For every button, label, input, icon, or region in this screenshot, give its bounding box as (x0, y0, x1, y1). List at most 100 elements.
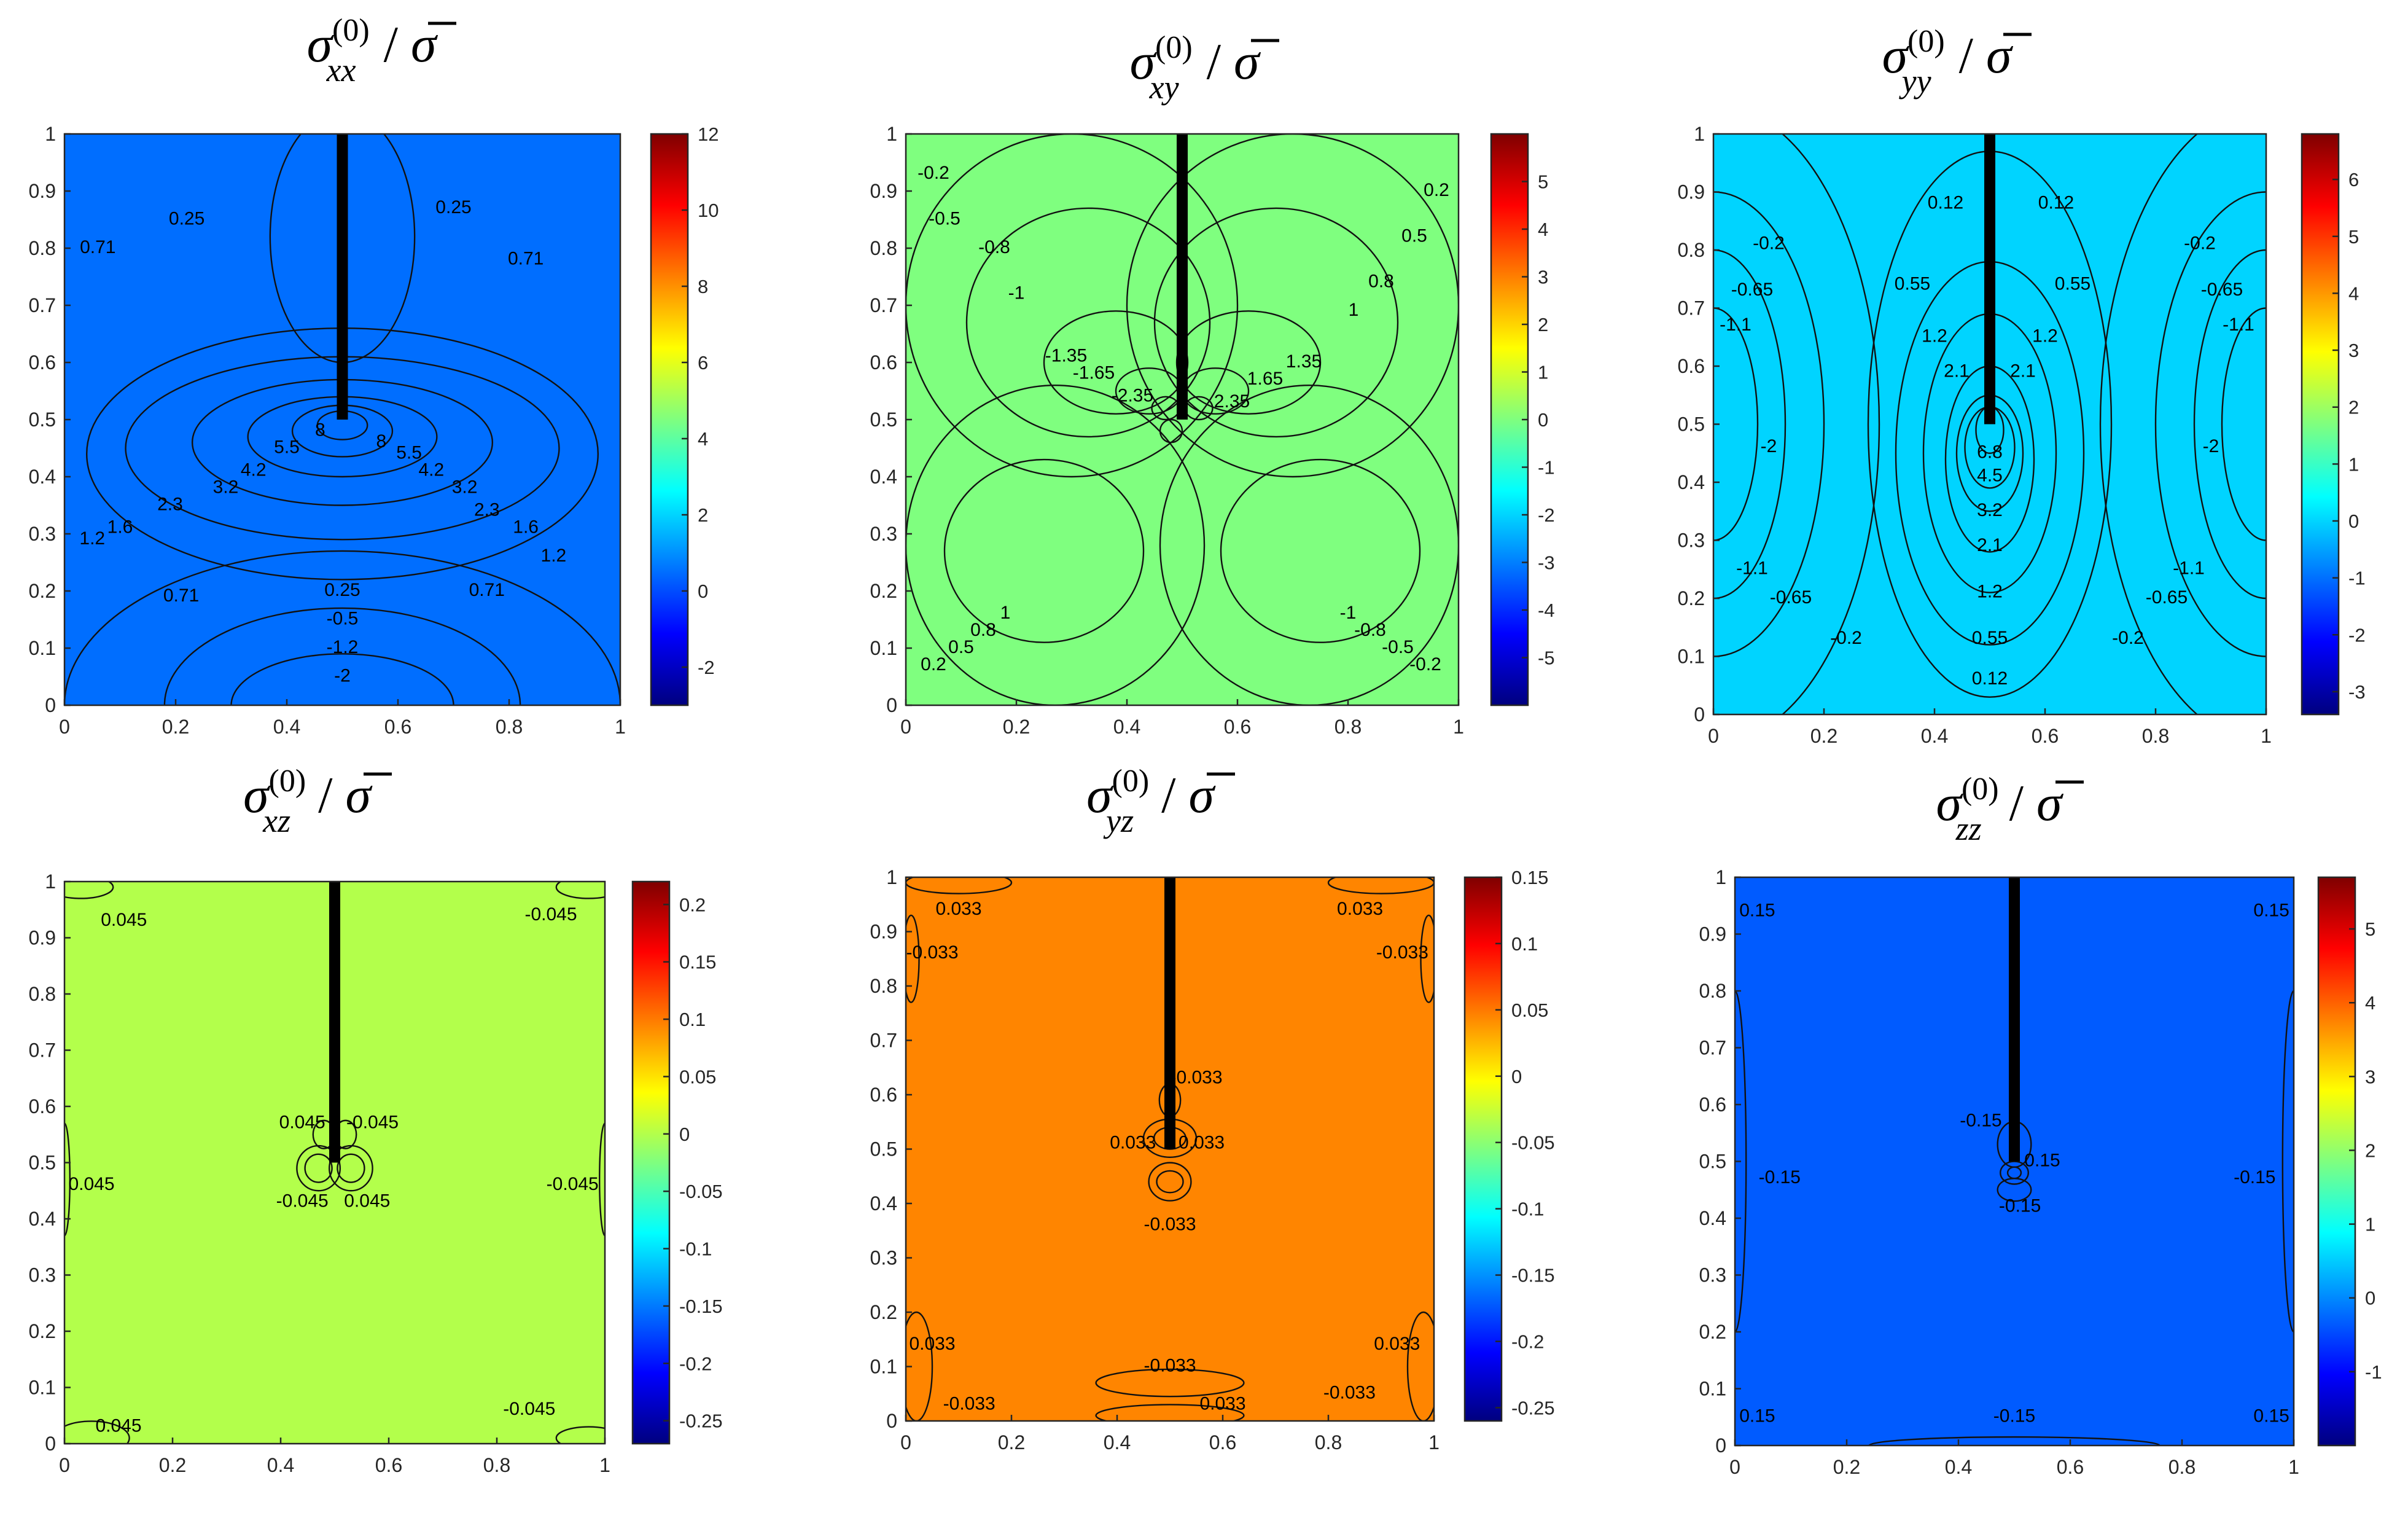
contour-label: -0.65 (2146, 587, 2188, 608)
y-tick-label: 0.3 (29, 523, 56, 545)
title-over-symbol: σ (411, 16, 438, 73)
colorbar-tick-label: -2 (698, 657, 715, 678)
contour-region-15 (2221, 307, 2266, 541)
y-tick-label: 0.9 (870, 180, 897, 202)
contour-region-13 (2154, 191, 2266, 657)
contour-region-13 (1420, 914, 1434, 1003)
y-tick-label: 0.6 (29, 1095, 56, 1117)
colorbar-tick-label: -3 (2348, 681, 2366, 703)
y-tick-label: 0.1 (870, 637, 897, 659)
contour-region-2 (304, 1153, 333, 1183)
y-tick-label: 0.7 (29, 1039, 56, 1062)
x-tick-label: 0.6 (2057, 1456, 2084, 1478)
contour-label: -0.8 (1354, 620, 1386, 640)
contour-label: 0.045 (95, 1415, 141, 1436)
colorbar-gradient (2301, 133, 2340, 716)
colorbar: 6 5 4 3 2 1 0 -1 -2 -3 (2301, 133, 2366, 716)
contour-label: -1.1 (2223, 315, 2254, 335)
contour-region-11 (1713, 307, 1759, 541)
y-tick-label: 0.2 (1678, 587, 1705, 609)
colorbar-gradient (631, 880, 671, 1445)
contour-label: -0.033 (943, 1393, 996, 1414)
y-tick-label: 0.9 (29, 180, 56, 202)
contour-label: -0.033 (1144, 1355, 1196, 1375)
contour-label: -0.65 (2201, 280, 2243, 300)
y-tick-label: 0 (1694, 703, 1705, 726)
y-tick-label: 0.9 (1699, 923, 1726, 945)
colorbar: 12 10 8 6 4 2 0 -2 (650, 123, 719, 706)
contour-label: 2.1 (1944, 361, 1970, 381)
contour-label: 0.25 (435, 197, 471, 217)
x-tick-label: 0.2 (1003, 716, 1030, 738)
title-symbol: σ (1882, 27, 1910, 84)
colorbar-tick-label: 0.1 (679, 1009, 706, 1030)
contour-label: -1.1 (1720, 315, 1751, 335)
y-tick-label: 0.1 (870, 1356, 897, 1378)
contour-label: 0.25 (169, 208, 205, 229)
colorbar-tick-label: -0.05 (1511, 1132, 1555, 1154)
title-subscript: xy (1149, 69, 1179, 106)
y-tick-label: 0.5 (870, 1138, 897, 1160)
contour-label: 2.3 (474, 500, 500, 520)
contour-region-12 (906, 914, 920, 1003)
contour-label: 0.2 (921, 654, 946, 675)
title-slash: / (305, 767, 345, 824)
y-tick-label: 0.7 (870, 294, 897, 316)
colorbar-tick-label: 10 (698, 200, 719, 221)
y-tick-label: 0.8 (1678, 239, 1705, 261)
x-tick-label: 1 (599, 1454, 610, 1476)
contour-region-3 (329, 1144, 373, 1192)
title-slash: / (1194, 33, 1234, 90)
y-tick-label: 0.9 (1678, 181, 1705, 203)
x-tick-label: 0.8 (2142, 725, 2169, 747)
y-tick-label: 0.5 (870, 409, 897, 431)
contour-label: -0.15 (1759, 1167, 1801, 1187)
contour-label: 0.033 (1337, 899, 1383, 919)
x-tick-label: 0.4 (267, 1454, 294, 1476)
colorbar-tick-label: 0.2 (679, 894, 706, 915)
colorbar-tick-label: 2 (2365, 1140, 2375, 1161)
contour-label: -0.15 (2234, 1167, 2275, 1187)
x-tick-label: 0.8 (2168, 1456, 2196, 1478)
y-tick-label: 0.6 (870, 351, 897, 374)
contour-label: 0.15 (1739, 1406, 1775, 1426)
title-symbol: σ (1130, 33, 1158, 90)
title-superscript: (0) (1907, 24, 1945, 59)
colorbar-tick-label: 0.1 (1511, 933, 1538, 955)
colorbar-tick-label: 1 (2365, 1214, 2375, 1235)
contour-label: -0.045 (503, 1399, 555, 1419)
contour-label: 0.25 (324, 580, 360, 600)
y-tick-label: 0.3 (870, 1247, 897, 1269)
contour-label: -0.2 (1830, 628, 1862, 648)
colorbar-tick-label: 6 (698, 352, 708, 374)
contour-label: 0.71 (469, 580, 505, 600)
x-tick-label: 0.8 (496, 716, 523, 738)
y-tick-label: 0.1 (1678, 646, 1705, 668)
contour-region-1 (906, 134, 1239, 478)
panel-title: σ(0) xy / σ (1130, 30, 1261, 106)
contour-label: 0.045 (68, 1174, 114, 1194)
contour-region-15 (1159, 418, 1183, 444)
y-tick-label: 0.5 (29, 1152, 56, 1174)
contour-region-10 (1095, 1368, 1245, 1398)
y-tick-label: 0 (1715, 1434, 1726, 1457)
contour-region-9 (64, 1420, 130, 1444)
title-slash: / (371, 16, 411, 73)
y-tick-label: 0.8 (29, 983, 56, 1005)
y-tick-label: 0.4 (1678, 471, 1705, 493)
contour-region-7 (1868, 1436, 2161, 1446)
x-tick-label: 1 (615, 716, 626, 738)
contour-label: -0.65 (1770, 587, 1812, 608)
colorbar-tick-label: -2 (2348, 624, 2366, 646)
colorbar-tick-label: -3 (1538, 552, 1555, 574)
colorbar-tick-label: -0.15 (679, 1296, 723, 1317)
contour-region-9 (1713, 191, 1825, 657)
y-tick-label: 1 (1694, 123, 1705, 145)
y-tick-label: 0.7 (1699, 1037, 1726, 1059)
colorbar-tick-label: 3 (2348, 340, 2359, 361)
colorbar-tick-label: 12 (698, 123, 719, 145)
contour-label: -0.045 (524, 904, 577, 925)
